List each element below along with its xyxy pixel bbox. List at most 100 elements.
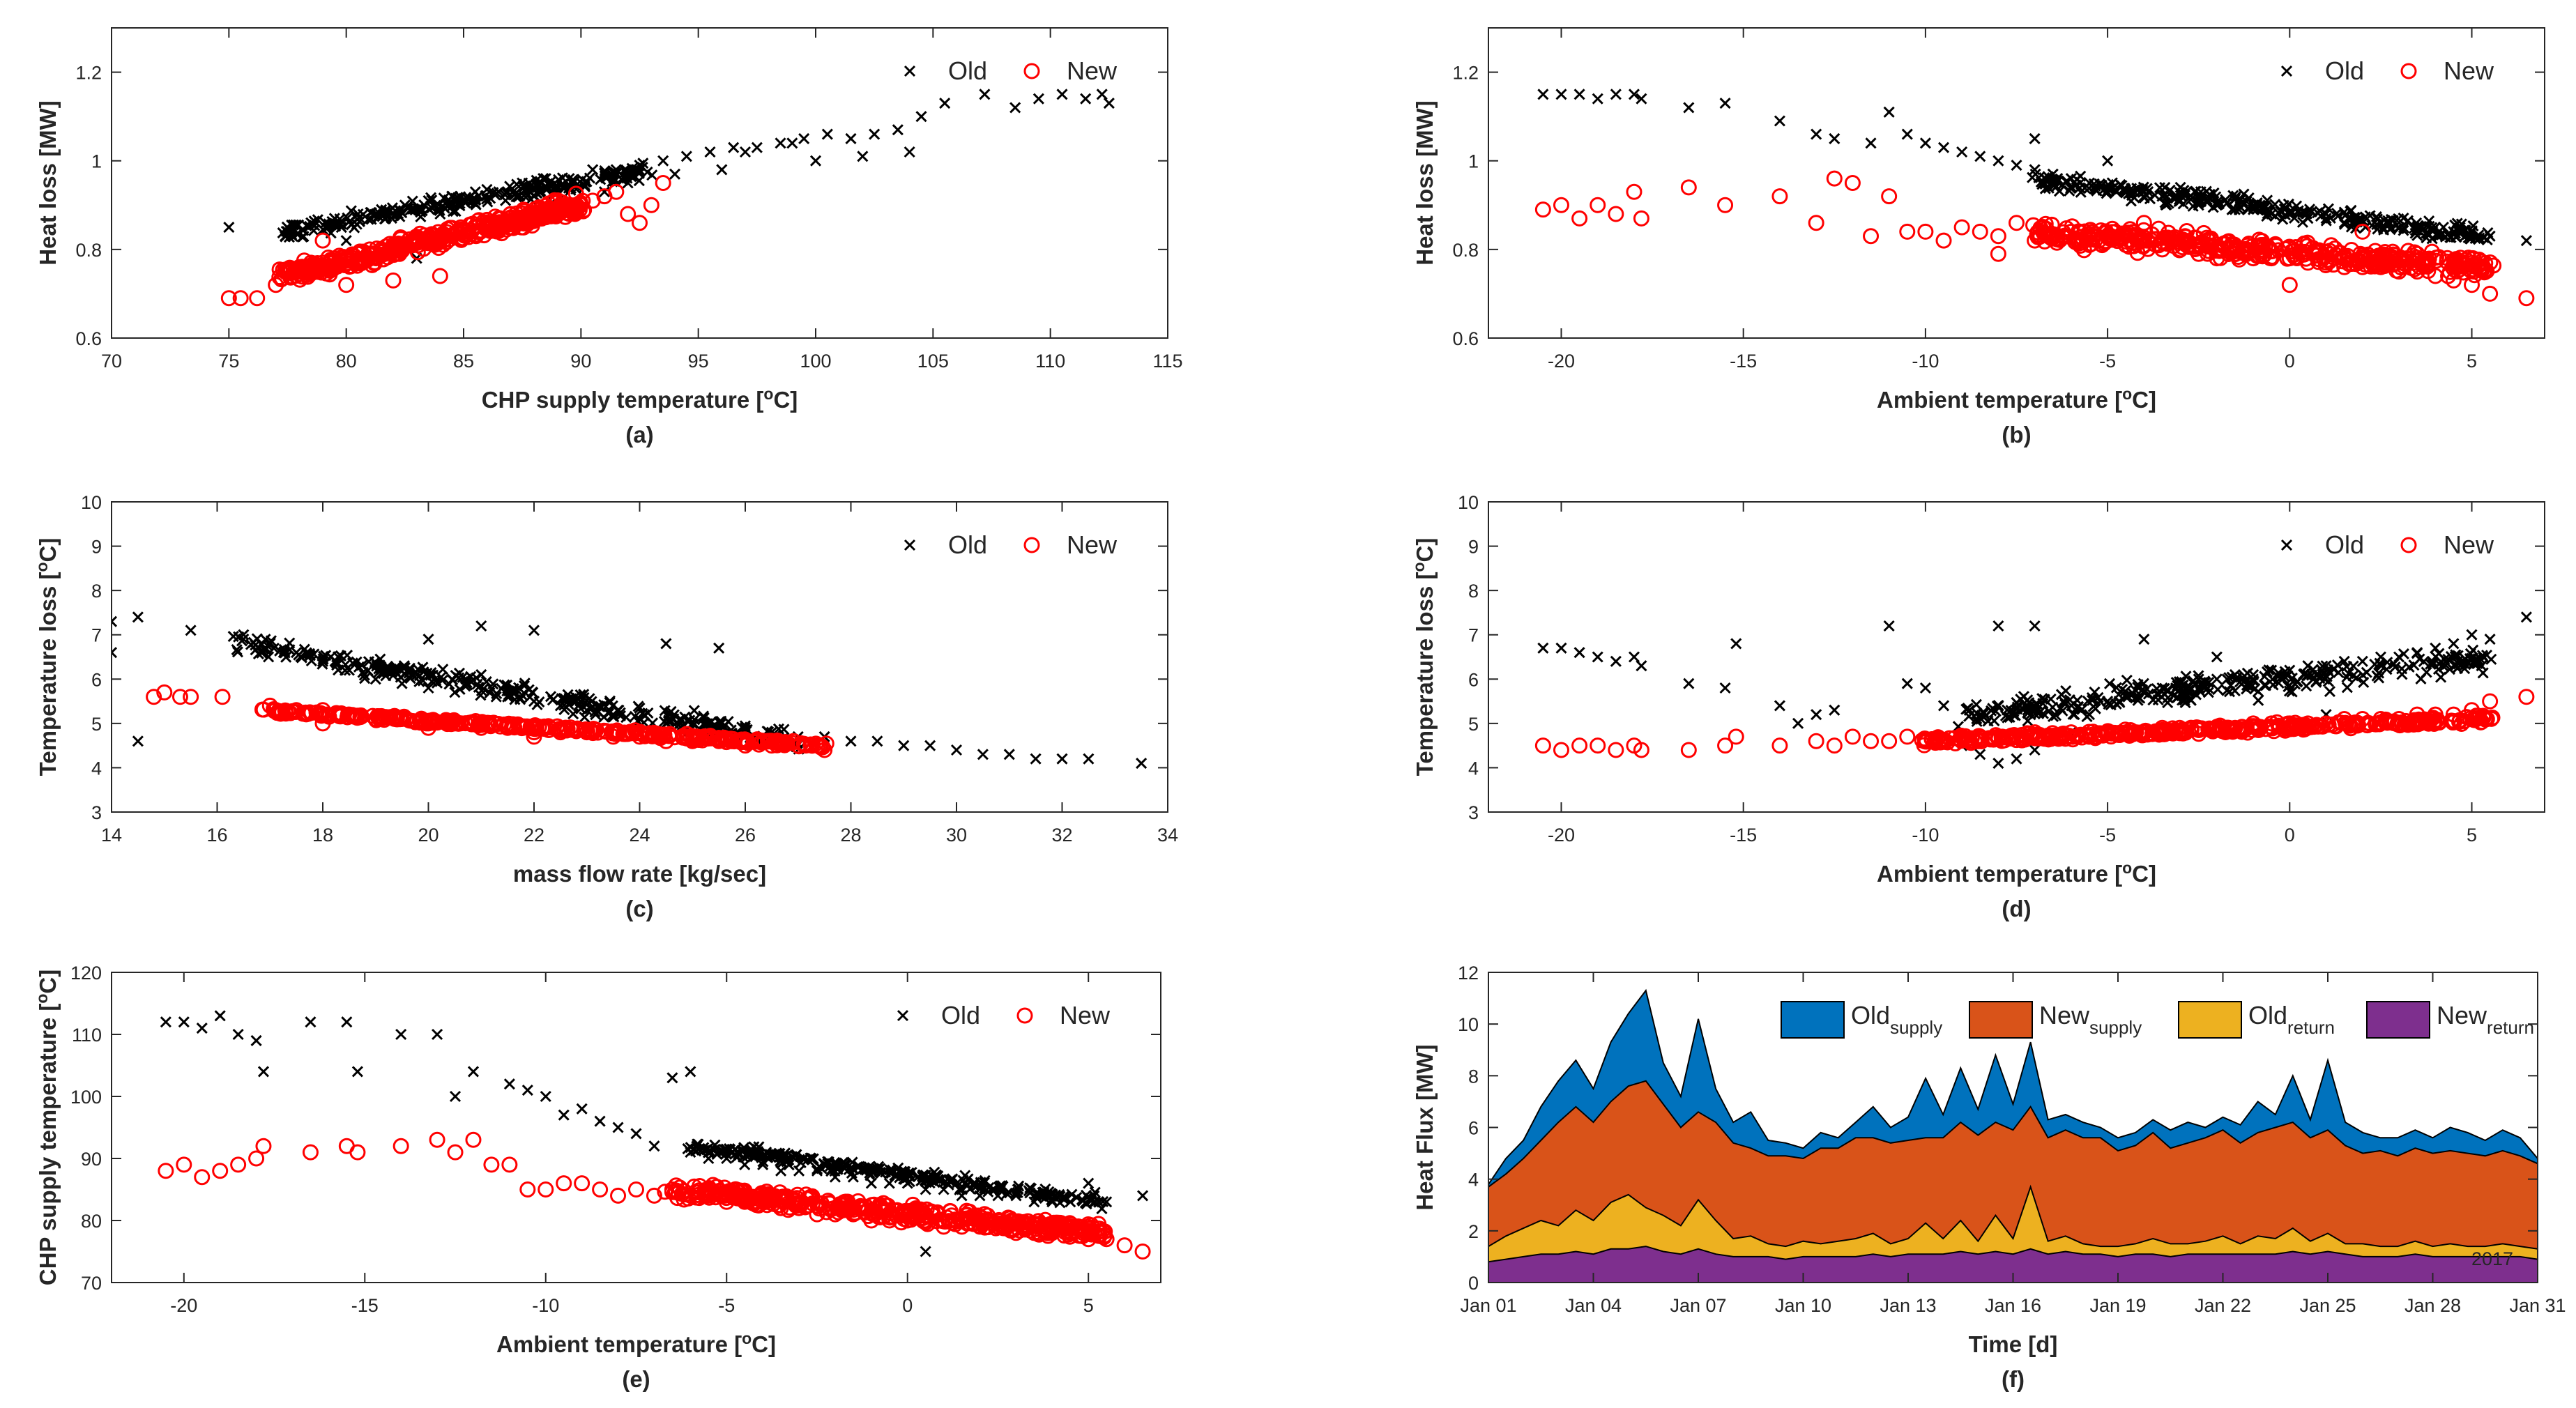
old-point-marker xyxy=(703,1152,715,1165)
old-point-marker xyxy=(669,168,681,180)
old-point-marker xyxy=(1103,98,1115,109)
old-point-marker xyxy=(2433,648,2445,659)
new-point-marker xyxy=(2482,693,2499,710)
new-point-marker xyxy=(574,1175,590,1192)
new-point-marker xyxy=(393,1138,409,1154)
new-point-marker xyxy=(2209,719,2225,736)
panel-caption: (f) xyxy=(2002,1366,2025,1392)
new-point-marker xyxy=(2518,290,2535,307)
old-point-marker xyxy=(422,194,434,206)
new-point-marker xyxy=(519,1181,536,1197)
new-point-marker xyxy=(1590,197,1606,213)
plot-area xyxy=(1534,611,2535,770)
new-point-marker xyxy=(1771,737,1788,754)
new-point-marker xyxy=(1728,728,1744,745)
old-point-marker xyxy=(1865,137,1877,149)
old-point-marker xyxy=(579,711,590,724)
old-point-marker xyxy=(2430,222,2441,234)
x-tick-label: 0 xyxy=(902,1295,913,1316)
area-new-supply xyxy=(1488,1080,2538,1283)
new-point-marker xyxy=(2052,727,2069,744)
panel-e: Old New -20 -15 -10 -5 0 5 70 80 90 100 110 120 Ambien… xyxy=(33,963,1161,1392)
old-point-marker xyxy=(291,647,303,659)
old-point-marker xyxy=(2047,168,2059,180)
old-point-marker xyxy=(502,186,514,198)
old-point-marker xyxy=(2050,710,2062,721)
new-point-marker xyxy=(655,175,671,191)
old-point-marker xyxy=(1592,651,1603,663)
new-point-marker xyxy=(381,244,398,261)
old-point-marker xyxy=(553,174,565,185)
old-point-marker xyxy=(422,634,434,645)
new-point-marker xyxy=(1917,733,1934,749)
new-point-marker xyxy=(2464,702,2480,719)
old-point-marker xyxy=(112,647,118,659)
old-point-marker xyxy=(2011,160,2022,171)
new-point-marker xyxy=(1090,1216,1107,1232)
y-tick-label: 110 xyxy=(72,1025,102,1046)
old-point-marker xyxy=(739,146,752,158)
old-point-marker xyxy=(996,1180,1008,1192)
old-point-marker xyxy=(214,1010,226,1022)
old-point-marker xyxy=(587,164,599,176)
old-point-marker xyxy=(2464,652,2476,665)
y-tick-label: 1 xyxy=(1468,151,1479,172)
y-tick-label: 120 xyxy=(70,963,102,984)
new-point-marker xyxy=(1935,733,1952,749)
old-point-marker xyxy=(1628,651,1640,663)
old-point-marker xyxy=(1683,678,1695,689)
old-point-marker xyxy=(331,659,343,671)
old-point-marker xyxy=(2162,697,2174,709)
old-point-marker xyxy=(2283,679,2295,691)
y-tick-label: 3 xyxy=(1468,802,1479,823)
new-point-marker xyxy=(249,290,266,307)
new-point-marker xyxy=(684,733,701,749)
old-point-marker xyxy=(1774,700,1785,712)
old-point-marker xyxy=(626,162,638,174)
old-point-marker xyxy=(231,646,244,658)
x-tick-label: 14 xyxy=(101,825,122,845)
old-point-marker xyxy=(2320,660,2332,672)
old-point-marker xyxy=(2478,652,2490,664)
old-point-marker xyxy=(2477,667,2489,679)
new-point-marker xyxy=(769,737,786,753)
old-point-marker xyxy=(343,664,355,676)
legend-new-marker xyxy=(2400,537,2417,553)
new-point-marker xyxy=(2156,726,2172,742)
new-point-marker xyxy=(2253,238,2269,255)
new-point-marker xyxy=(2427,706,2444,723)
new-point-marker xyxy=(2411,713,2428,730)
old-point-marker xyxy=(2381,664,2393,675)
old-point-marker xyxy=(718,1143,730,1155)
y-tick-label: 4 xyxy=(91,758,102,779)
new-point-marker xyxy=(1826,170,1843,187)
old-point-marker xyxy=(2230,673,2242,684)
new-point-marker xyxy=(1808,733,1824,749)
old-point-marker xyxy=(528,696,540,707)
x-tick-label: 115 xyxy=(1152,351,1182,372)
new-point-marker xyxy=(230,1156,247,1173)
old-point-marker xyxy=(975,1181,988,1193)
old-point-marker xyxy=(2211,199,2223,211)
old-point-marker xyxy=(2202,687,2214,698)
old-point-marker xyxy=(1636,660,1647,672)
new-point-marker xyxy=(608,183,625,200)
new-point-marker xyxy=(2281,277,2298,293)
panel-f: Oldsupply Newsupply Oldreturn Newreturn 2017… xyxy=(1412,963,2566,1392)
new-point-marker xyxy=(763,737,780,754)
old-point-marker xyxy=(2229,204,2241,215)
panel-caption: (a) xyxy=(625,422,653,447)
old-point-marker xyxy=(2065,173,2077,185)
new-point-marker xyxy=(2372,259,2389,275)
new-point-marker xyxy=(2009,215,2025,231)
old-point-marker xyxy=(586,696,597,707)
legend-new-label: New xyxy=(1060,1001,1111,1030)
new-point-marker xyxy=(2037,215,2054,232)
old-point-marker xyxy=(484,687,496,699)
old-point-marker xyxy=(2286,686,2298,698)
new-point-marker xyxy=(1680,742,1697,758)
new-point-marker xyxy=(867,1202,884,1219)
old-point-marker xyxy=(1992,758,2004,770)
y-tick-label: 8 xyxy=(91,581,102,602)
old-point-marker xyxy=(1774,115,1785,127)
